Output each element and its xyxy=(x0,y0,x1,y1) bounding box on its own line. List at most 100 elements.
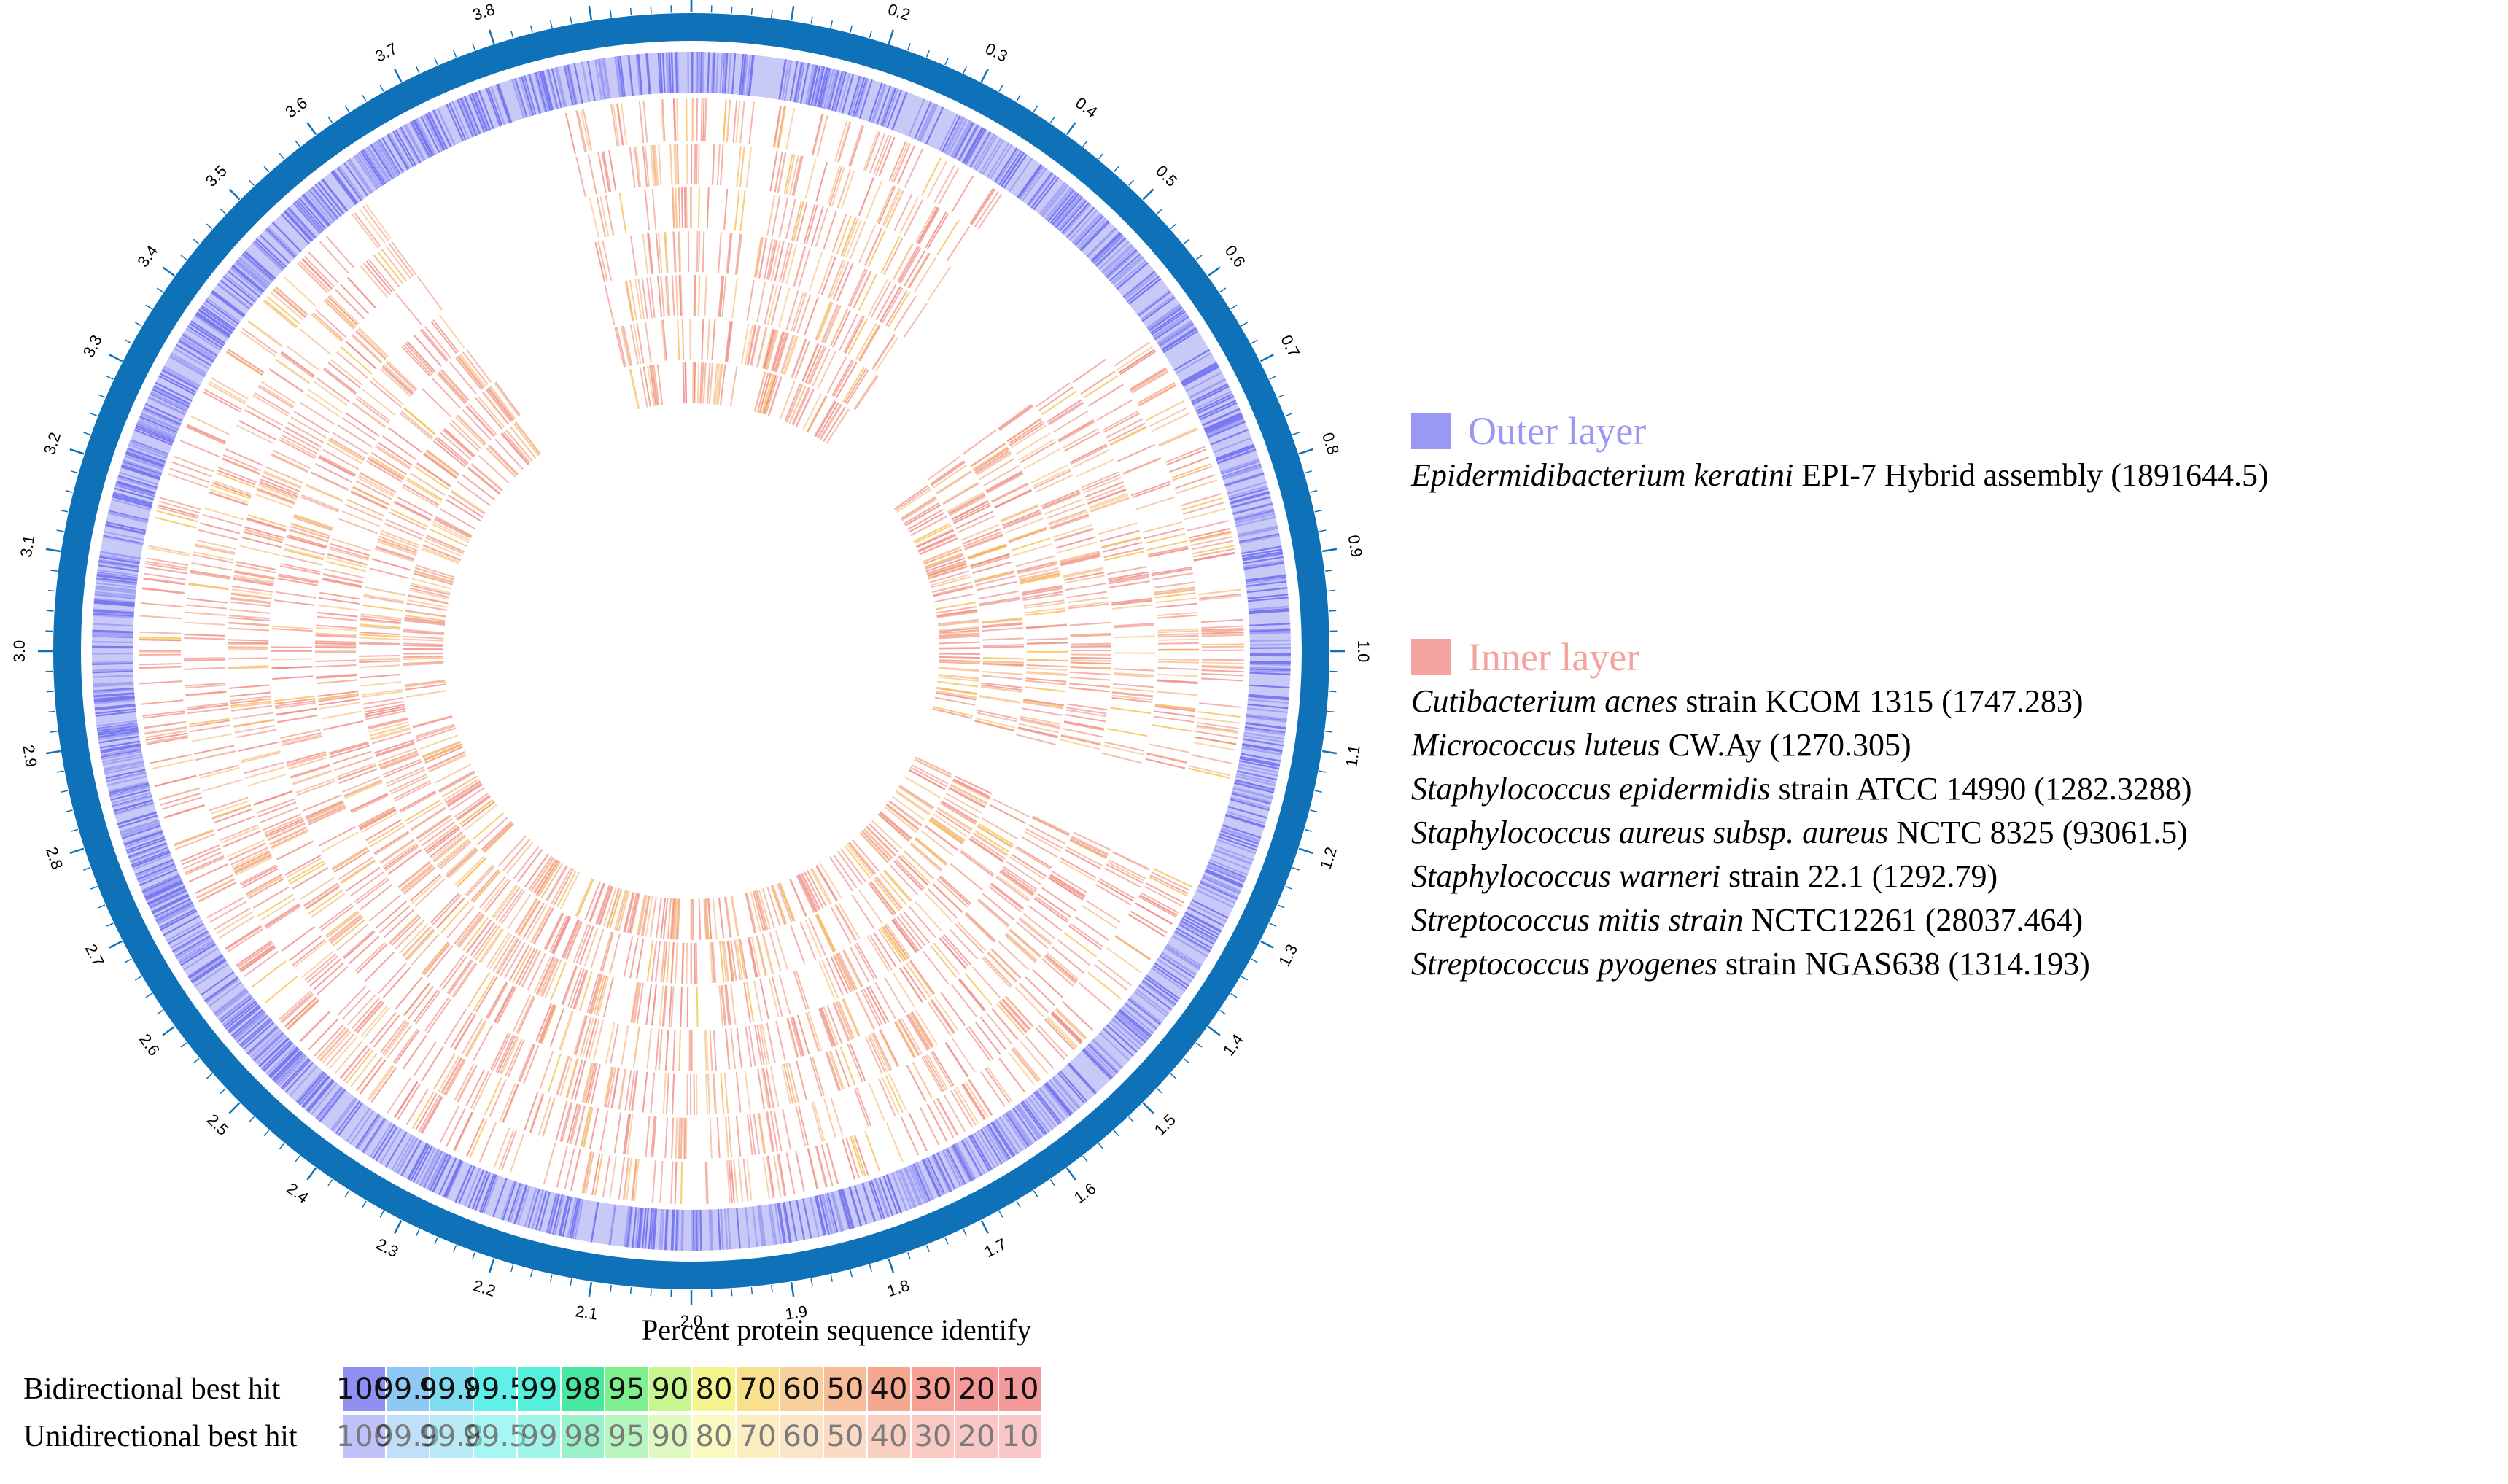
inner-ring-stripe xyxy=(146,737,189,745)
inner-ring-stripe xyxy=(1201,627,1244,632)
inner-ring-stripe xyxy=(319,702,360,710)
outer-layer-stripe xyxy=(911,1164,929,1203)
inner-ring-stripe xyxy=(879,286,901,323)
inner-ring-stripe xyxy=(668,986,673,1027)
inner-ring-stripe xyxy=(923,892,954,922)
inner-ring-stripe xyxy=(1130,481,1170,497)
outer-layer-stripe xyxy=(1245,574,1286,581)
inner-ring-stripe xyxy=(1139,894,1178,916)
inner-ring-stripe xyxy=(1111,696,1153,703)
inner-ring-stripe xyxy=(937,618,979,625)
outer-layer-stripe xyxy=(818,1194,830,1235)
inner-ring-stripe xyxy=(383,761,422,778)
inner-ring-stripe xyxy=(449,422,480,452)
inner-ring-stripe xyxy=(473,924,498,959)
inner-ring-stripe xyxy=(837,121,852,163)
inner-ring-stripe xyxy=(1111,597,1152,604)
inner-ring-stripe xyxy=(427,751,465,770)
inner-ring-stripe xyxy=(925,554,964,570)
inner-ring-stripe xyxy=(1049,515,1090,530)
inner-ring-stripe xyxy=(1201,634,1244,637)
inner-ring-stripe xyxy=(1191,754,1233,764)
inner-ring-stripe xyxy=(456,1065,477,1102)
inner-ring-stripe xyxy=(842,1138,856,1180)
inner-ring-stripe xyxy=(446,906,475,939)
outer-layer-stripe xyxy=(95,588,136,594)
inner-ring-stripe xyxy=(845,316,865,354)
inner-ring-stripe xyxy=(277,578,319,586)
inner-ring-stripe xyxy=(1119,350,1157,376)
inner-ring-stripe xyxy=(188,863,228,883)
outer-layer-stripe xyxy=(1249,639,1291,642)
outer-layer-stripe xyxy=(567,1197,578,1238)
inner-ring-stripe xyxy=(424,746,463,764)
inner-ring-stripe xyxy=(735,1071,742,1113)
inner-ring-stripe xyxy=(988,885,1022,913)
outer-layer-stripe xyxy=(203,976,238,1002)
outer-layer-stripe xyxy=(410,1144,431,1181)
inner-ring-stripe xyxy=(748,101,755,144)
inner-ring-stripe xyxy=(624,280,634,322)
minor-tick xyxy=(263,1130,270,1137)
outer-layer-stripe xyxy=(314,184,342,217)
inner-ring-stripe xyxy=(435,438,467,466)
outer-layer-stripe xyxy=(641,1208,647,1249)
inner-ring-stripe xyxy=(952,780,990,801)
inner-ring-stripe xyxy=(517,849,543,883)
minor-tick xyxy=(925,50,930,58)
inner-ring-stripe xyxy=(399,412,432,440)
inner-ring-stripe xyxy=(373,255,400,288)
outer-layer-stripe xyxy=(958,124,979,161)
outer-layer-stripe xyxy=(1225,813,1265,828)
inner-ring-stripe xyxy=(737,1159,744,1202)
inner-ring-stripe xyxy=(907,1014,930,1050)
inner-ring-stripe xyxy=(731,277,738,319)
inner-ring-stripe xyxy=(1025,686,1066,693)
outer-layer-stripe xyxy=(125,453,165,468)
inner-ring-stripe xyxy=(834,1048,850,1088)
inner-ring-stripe xyxy=(906,1065,927,1102)
inner-ring-stripe xyxy=(1157,673,1199,677)
inner-ring-stripe xyxy=(402,486,438,508)
outer-layer-stripe xyxy=(490,85,505,125)
inner-ring-stripe xyxy=(634,147,640,188)
inner-ring-stripe xyxy=(958,978,986,1011)
outer-layer-stripe xyxy=(1233,508,1274,520)
bidirectional-label: Bidirectional best hit xyxy=(23,1372,281,1406)
inner-layer-entry: Staphylococcus warneri strain 22.1 (1292… xyxy=(1411,855,2192,898)
inner-ring-stripe xyxy=(999,871,1033,897)
inner-ring-stripe xyxy=(273,695,315,702)
minor-tick xyxy=(263,166,270,173)
inner-ring-stripe xyxy=(358,475,395,496)
inner-ring-stripe xyxy=(1157,667,1199,670)
inner-ring-stripe xyxy=(1020,718,1060,728)
outer-layer-stripe xyxy=(1243,556,1284,564)
inner-ring-stripe xyxy=(599,1110,609,1151)
outer-layer-stripe xyxy=(98,562,139,570)
inner-ring-stripe xyxy=(1038,386,1074,411)
inner-ring-stripe xyxy=(1156,691,1197,696)
inner-ring-stripe xyxy=(308,890,343,914)
inner-ring-stripe xyxy=(889,864,919,896)
inner-ring-stripe xyxy=(271,453,309,473)
inner-ring-stripe xyxy=(221,826,260,844)
inner-ring-stripe xyxy=(556,870,577,908)
minor-tick xyxy=(279,1143,285,1150)
outer-layer-stripe xyxy=(554,1194,565,1235)
inner-ring-stripe xyxy=(411,807,446,831)
inner-ring-stripe xyxy=(239,545,280,556)
inner-ring-stripe xyxy=(861,831,891,862)
outer-layer-stripe xyxy=(717,1209,721,1251)
outer-layer-stripe xyxy=(1204,413,1243,432)
outer-layer-stripe xyxy=(471,1170,489,1210)
inner-ring-stripe xyxy=(930,999,955,1035)
inner-ring-stripe xyxy=(909,960,934,995)
outer-layer-stripe xyxy=(1235,513,1276,524)
inner-ring-stripe xyxy=(1050,874,1086,897)
inner-ring-stripe xyxy=(263,470,302,488)
outer-layer-stripe xyxy=(1242,551,1283,560)
inner-ring-stripe xyxy=(847,318,869,355)
inner-ring-stripe xyxy=(271,830,309,850)
inner-ring-stripe xyxy=(235,564,276,574)
inner-ring-stripe xyxy=(1194,736,1237,745)
